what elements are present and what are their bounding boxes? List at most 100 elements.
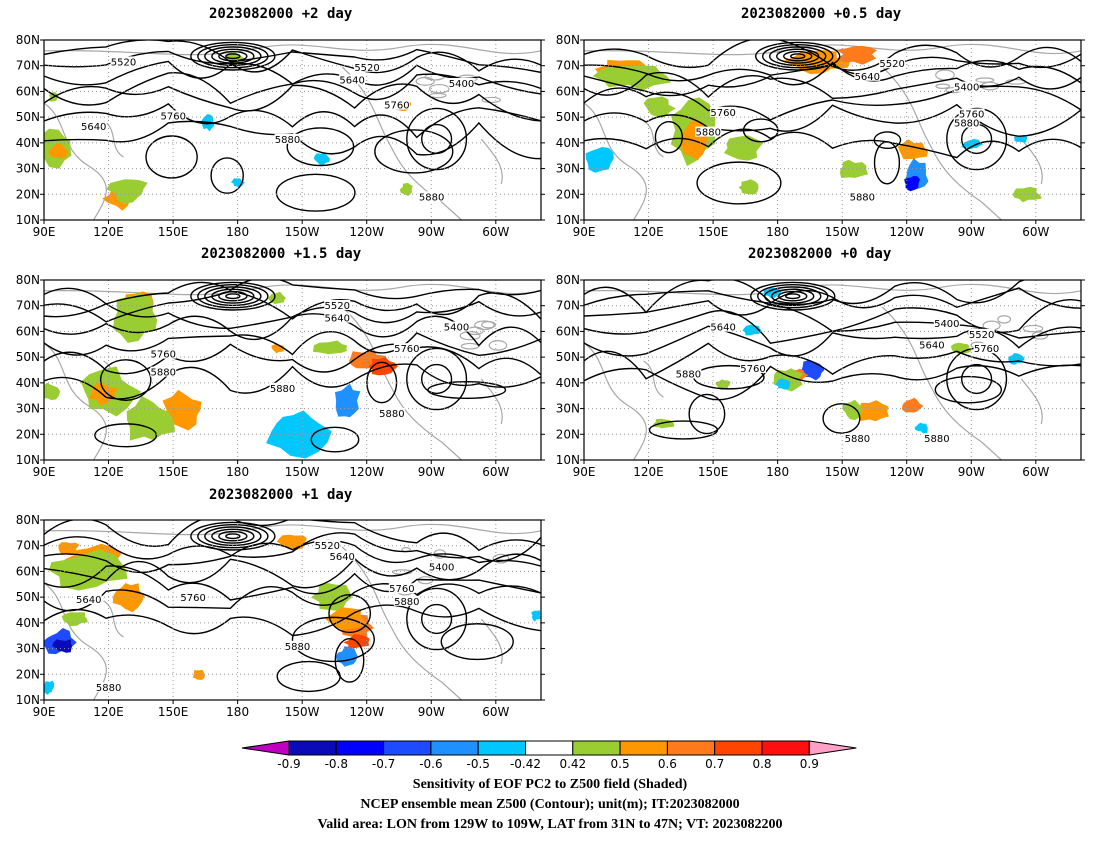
colorbar-swatch	[572, 740, 621, 756]
contour-line	[44, 83, 541, 122]
contour-label: 5400	[444, 323, 469, 334]
gridlines	[584, 280, 1081, 460]
lat-tick-label: 80N	[16, 273, 40, 287]
contour-label: 5880	[96, 683, 121, 694]
contour-label-bg	[844, 433, 871, 444]
contour-label: 5640	[339, 75, 364, 86]
contour-label: 5880	[924, 434, 949, 445]
lon-tick-label: 120W	[349, 465, 384, 479]
contour-label: 5880	[275, 135, 300, 146]
contour-label: 5760	[959, 110, 984, 121]
contour-vortex	[190, 281, 276, 311]
lake-outline	[415, 76, 435, 86]
shaded-region	[61, 612, 88, 627]
contour-label-bg	[393, 595, 420, 606]
lon-tick-label: 60W	[482, 465, 509, 479]
coastline-asia	[584, 342, 647, 460]
contour-line	[44, 553, 541, 589]
lon-tick-label: 90W	[958, 465, 985, 479]
contour-label-bg	[710, 106, 737, 117]
lon-tick-label: 150E	[698, 465, 729, 479]
lake-outline	[474, 320, 495, 331]
contour-vortex	[771, 288, 815, 304]
colorbar-swatch	[714, 740, 763, 756]
contour-label: 5880	[419, 192, 444, 203]
contour-vortex	[790, 53, 806, 60]
lat-tick-label: 80N	[556, 33, 580, 47]
colorbar-tick-label: 0.7	[705, 757, 724, 768]
shaded-region	[112, 583, 145, 613]
shaded-region	[313, 153, 330, 166]
colorbar-swatch	[761, 740, 810, 756]
lake-outline	[1031, 331, 1049, 340]
lake-outline	[429, 92, 447, 99]
colorbar-lower-triangle	[241, 740, 290, 756]
contour-vortex	[211, 48, 255, 64]
contour-label: 5640	[855, 72, 880, 83]
contour-line	[44, 331, 541, 357]
contour-line	[584, 342, 1081, 380]
lon-tick-label: 150W	[285, 705, 320, 719]
contour-line	[584, 325, 1081, 357]
lon-tick-label: 60W	[1022, 465, 1049, 479]
contour-closed	[328, 593, 372, 634]
colorbar-swatch	[477, 740, 527, 756]
contour-label: 5400	[449, 79, 474, 90]
contour-closed	[145, 135, 198, 179]
lat-tick-label: 80N	[16, 33, 40, 47]
contour-line	[584, 287, 1081, 309]
lon-tick-label: 150W	[825, 225, 860, 239]
lon-tick-label: 120W	[889, 465, 924, 479]
lat-tick-label: 50N	[16, 350, 40, 364]
lon-tick-label: 60W	[482, 705, 509, 719]
contour-vortex	[197, 284, 269, 309]
panel-frame	[583, 279, 1082, 461]
contour-closed	[873, 131, 902, 150]
colorbar-swatch	[430, 740, 479, 756]
lat-tick-label: 40N	[16, 376, 40, 390]
lat-tick-label: 30N	[556, 402, 580, 416]
contour-label: 5760	[180, 593, 205, 604]
lon-tick-label: 180	[226, 705, 249, 719]
shaded-region	[585, 147, 614, 173]
lon-tick-label: 120E	[633, 465, 664, 479]
contour-label-bg	[314, 540, 341, 550]
lat-tick-label: 50N	[16, 590, 40, 604]
contour-line	[44, 40, 541, 74]
contour-closed	[334, 638, 365, 683]
colorbar: -0.9 -0.8 -0.7 -0.6 -0.5 -0.42 0.42 0.5 0.6 0.7 0.…	[241, 740, 857, 768]
lat-tick-label: 10N	[16, 453, 40, 467]
contour-label-bg	[428, 561, 455, 572]
lon-tick-label: 150E	[698, 225, 729, 239]
contour-label-bg	[739, 363, 766, 373]
contour-trough	[406, 587, 468, 651]
contour-closed	[440, 623, 514, 661]
contour-closed	[696, 161, 782, 205]
lat-tick-label: 40N	[16, 616, 40, 630]
colorbar-tick-label: 0.5	[611, 757, 630, 768]
shaded-region	[88, 382, 119, 406]
contour-label-bg	[269, 382, 296, 393]
contour-line	[44, 363, 541, 400]
coastline-japan	[643, 120, 664, 158]
shaded-region	[763, 286, 782, 298]
contour-label: 5520	[354, 63, 379, 74]
contour-line	[44, 583, 541, 612]
contour-closed	[210, 157, 244, 194]
shaded-region	[368, 357, 398, 376]
contour-label: 5400	[429, 563, 454, 574]
lon-tick-label: 90E	[573, 225, 596, 239]
contour-label: 5400	[954, 83, 979, 94]
contour-label-bg	[849, 191, 876, 202]
contour-vortex	[218, 50, 248, 62]
contour-vortex	[762, 44, 834, 69]
contour-label-bg	[75, 594, 102, 604]
shaded-region	[653, 418, 675, 429]
contour-label-bg	[854, 70, 881, 81]
contour-label: 5640	[325, 314, 350, 325]
contour-label-bg	[378, 408, 405, 418]
shaded-region	[897, 139, 928, 160]
contour-trough-inner	[961, 363, 993, 395]
contour-closed	[310, 426, 360, 453]
